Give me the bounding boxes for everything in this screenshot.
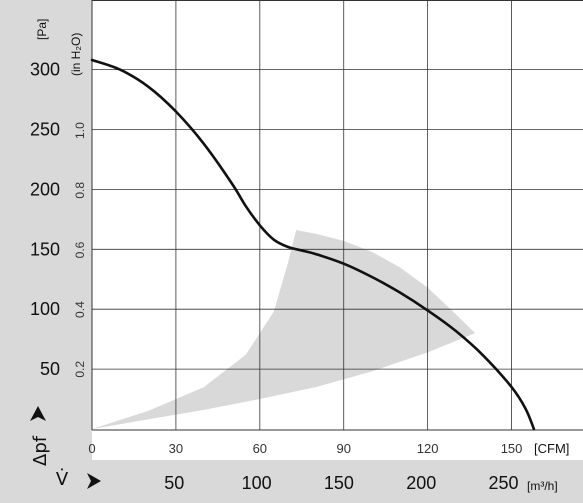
- pressure-symbol-group: Δpf: [30, 406, 51, 466]
- curve-layer: [90, 58, 536, 431]
- y-tick-pa-label: 150: [30, 239, 60, 259]
- left-axis-panel: [0, 0, 92, 460]
- x-tick-cfm-label: 30: [169, 441, 183, 456]
- flow-symbol: V̇: [56, 469, 69, 490]
- y-tick-inh2o-label: 0.6: [73, 241, 87, 258]
- grid-layer: [91, 0, 583, 431]
- y-tick-pa-label: 300: [30, 60, 60, 80]
- fan-curve-line: [90, 58, 536, 431]
- pressure-symbol: Δpf: [30, 435, 51, 466]
- x-tick-cfm-label: 0: [88, 441, 95, 456]
- y-tick-inh2o-label: 0.4: [73, 301, 87, 318]
- x-tick-cfm-label: 150: [501, 441, 523, 456]
- x-axis-cfm-unit: [CFM]: [534, 441, 569, 456]
- y-tick-pa-label: 100: [30, 299, 60, 319]
- y-tick-inh2o-layer: 0.2 0.4 0.6 0.8 1.0: [73, 122, 87, 378]
- pressure-arrow-icon: [30, 406, 46, 421]
- x-tick-cfm-label: 90: [336, 441, 350, 456]
- x-axis-m3h-unit: [m³/h]: [527, 479, 558, 493]
- x-tick-cfm-label: 120: [417, 441, 439, 456]
- x-tick-cfm-label: 60: [253, 441, 267, 456]
- x-tick-m3h-layer: 50 100 150 200 250: [164, 473, 518, 493]
- flow-arrow-icon: [87, 473, 101, 489]
- x-tick-m3h-label: 50: [164, 473, 184, 493]
- x-tick-m3h-label: 100: [242, 473, 272, 493]
- y-axis-pa-unit: [Pa]: [35, 19, 49, 40]
- y-tick-pa-layer: 50 100 150 200 250 300: [30, 60, 60, 380]
- y-tick-inh2o-label: 0.8: [73, 182, 87, 199]
- x-tick-cfm-layer: 0 30 60 90 120 150: [88, 441, 522, 456]
- y-axis-inh2o-unit: (in H₂O): [69, 33, 83, 76]
- y-tick-inh2o-label: 0.2: [73, 361, 87, 378]
- x-tick-m3h-label: 250: [489, 473, 519, 493]
- y-tick-pa-label: 250: [30, 120, 60, 140]
- y-tick-pa-label: 50: [40, 359, 60, 379]
- y-tick-pa-label: 200: [30, 179, 60, 199]
- x-tick-m3h-label: 150: [324, 473, 354, 493]
- y-tick-inh2o-label: 1.0: [73, 122, 87, 139]
- x-tick-m3h-label: 200: [406, 473, 436, 493]
- flow-symbol-group: V̇: [56, 469, 101, 490]
